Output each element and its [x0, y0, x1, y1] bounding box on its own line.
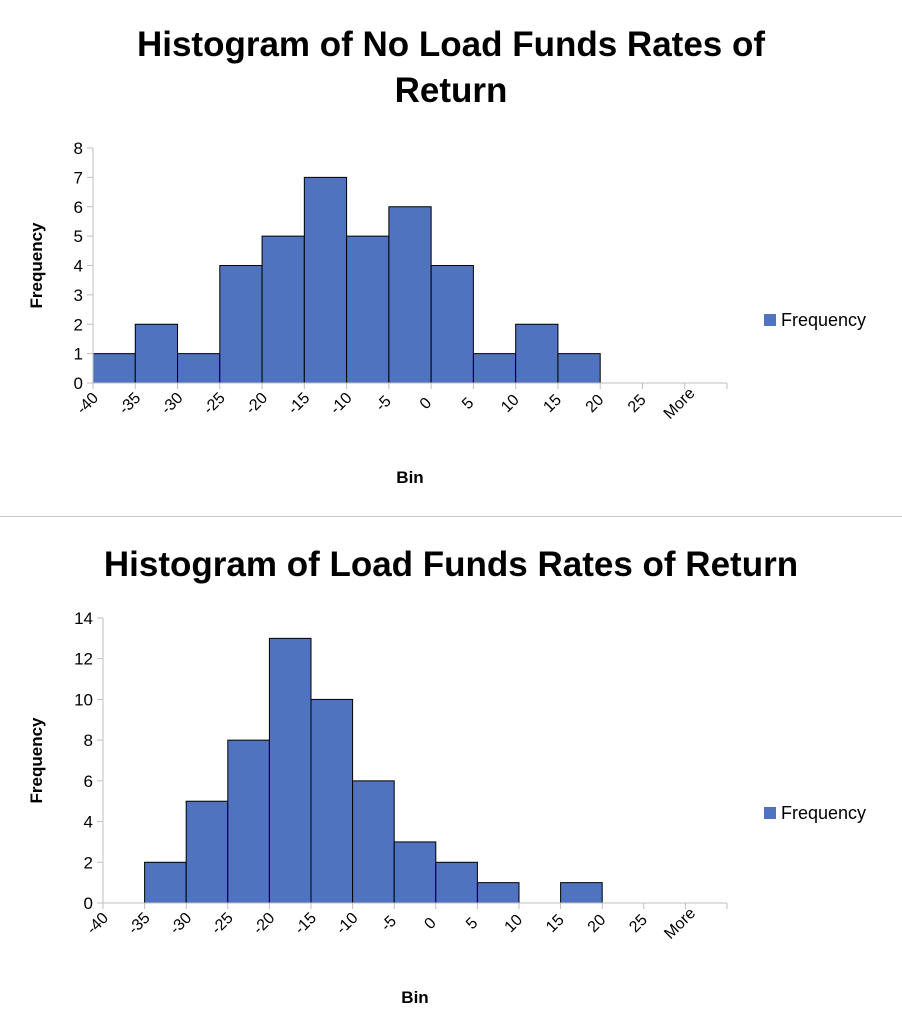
- y-tick-label: 7: [74, 168, 83, 187]
- bar: [310, 698, 354, 904]
- x-tick-label: -5: [373, 393, 395, 415]
- x-tick-label: -40: [84, 910, 112, 938]
- bar: [177, 353, 221, 384]
- x-tick-label: 0: [417, 395, 435, 413]
- y-tick-label: 8: [84, 731, 93, 750]
- x-tick-label: -20: [250, 910, 278, 938]
- legend-swatch: [764, 314, 776, 326]
- chart-plot-area: 0 1 2 3 4 5 6 7 8 -40 -35 -30 -25 -20 -15 -10 -5 0 5 10 15 20…: [27, 139, 866, 487]
- bar: [560, 882, 603, 904]
- bar: [346, 235, 390, 384]
- bar: [227, 739, 270, 904]
- chart-title: Histogram of Load Funds Rates of Return: [103, 545, 799, 584]
- histogram-load-funds: 0 2 4 6 8 10 12 14 -40 -35 -30 -25 -20 -15 -10 -5 0 5 10 15…: [0, 522, 902, 1026]
- x-axis-title: Bin: [396, 468, 423, 487]
- x-tick-label: 25: [625, 391, 650, 416]
- y-tick-label: 4: [84, 813, 93, 832]
- bar: [261, 235, 305, 384]
- bar: [268, 637, 312, 904]
- bar: [557, 353, 601, 384]
- x-tick-label: -5: [378, 913, 400, 935]
- chart-title: Histogram of No Load Funds Rates of Retu…: [136, 25, 766, 110]
- x-tick-label: -10: [327, 390, 355, 418]
- x-tick-label: 20: [583, 391, 608, 416]
- chart-plot-area: 0 2 4 6 8 10 12 14 -40 -35 -30 -25 -20 -15 -10 -5 0 5 10 15…: [27, 609, 866, 1007]
- bar: [430, 265, 474, 384]
- bar: [352, 780, 395, 904]
- bar: [435, 861, 478, 904]
- y-axis-title: Frequency: [27, 222, 46, 309]
- legend-label: Frequency: [781, 310, 866, 330]
- y-axis-title: Frequency: [27, 717, 46, 804]
- x-tick-label: -40: [74, 390, 102, 418]
- bar: [476, 882, 520, 904]
- bar: [515, 323, 559, 384]
- x-tick-label: -25: [200, 390, 228, 418]
- divider: [0, 516, 902, 517]
- y-tick-label: 8: [74, 139, 83, 158]
- x-tick-label: 20: [585, 911, 610, 936]
- y-tick-label: 5: [74, 227, 83, 246]
- x-tick-label: -30: [158, 390, 186, 418]
- x-tick-label: -15: [285, 390, 313, 418]
- bar: [185, 800, 229, 904]
- y-tick-label: 14: [74, 609, 93, 628]
- legend-swatch: [764, 807, 776, 819]
- x-tick-label: 0: [421, 915, 439, 933]
- y-tick-label: 10: [74, 690, 93, 709]
- x-tick-label: 5: [463, 915, 481, 933]
- x-axis-title: Bin: [401, 988, 428, 1007]
- histogram-no-load-funds: 0 1 2 3 4 5 6 7 8 -40 -35 -30 -25 -20 -15 -10 -5 0 5 10 15 20…: [0, 0, 902, 510]
- y-tick-label: 3: [74, 286, 83, 305]
- x-tick-label: -15: [292, 910, 320, 938]
- y-tick-label: 0: [74, 374, 83, 393]
- x-tick-label: 10: [498, 391, 523, 416]
- x-tick-label: 5: [459, 395, 477, 413]
- x-tick-label: More: [661, 905, 699, 943]
- bar: [144, 861, 187, 904]
- bar: [134, 323, 179, 384]
- y-tick-label: 4: [74, 257, 83, 276]
- y-tick-label: 0: [84, 894, 93, 913]
- x-tick-label: 25: [626, 911, 651, 936]
- x-tick-label: 15: [540, 391, 565, 416]
- x-tick-label: -10: [333, 910, 361, 938]
- y-tick-label: 6: [84, 772, 93, 791]
- x-tick-label: -35: [125, 910, 153, 938]
- y-tick-label: 12: [74, 650, 93, 669]
- x-tick-label: More: [661, 385, 699, 423]
- legend-label: Frequency: [781, 803, 866, 823]
- x-tick-label: -20: [243, 390, 271, 418]
- bar: [303, 176, 348, 384]
- bar: [219, 265, 263, 384]
- bar: [92, 353, 136, 384]
- y-tick-label: 1: [74, 345, 83, 364]
- y-tick-label: 2: [84, 853, 93, 872]
- x-tick-label: 15: [543, 911, 568, 936]
- x-tick-label: -30: [167, 910, 195, 938]
- x-tick-label: 10: [502, 911, 527, 936]
- bar: [388, 206, 432, 384]
- bar: [393, 841, 437, 904]
- y-tick-label: 6: [74, 198, 83, 217]
- y-tick-label: 2: [74, 315, 83, 334]
- x-tick-label: -35: [116, 390, 144, 418]
- x-tick-label: -25: [208, 910, 236, 938]
- bar: [472, 353, 517, 384]
